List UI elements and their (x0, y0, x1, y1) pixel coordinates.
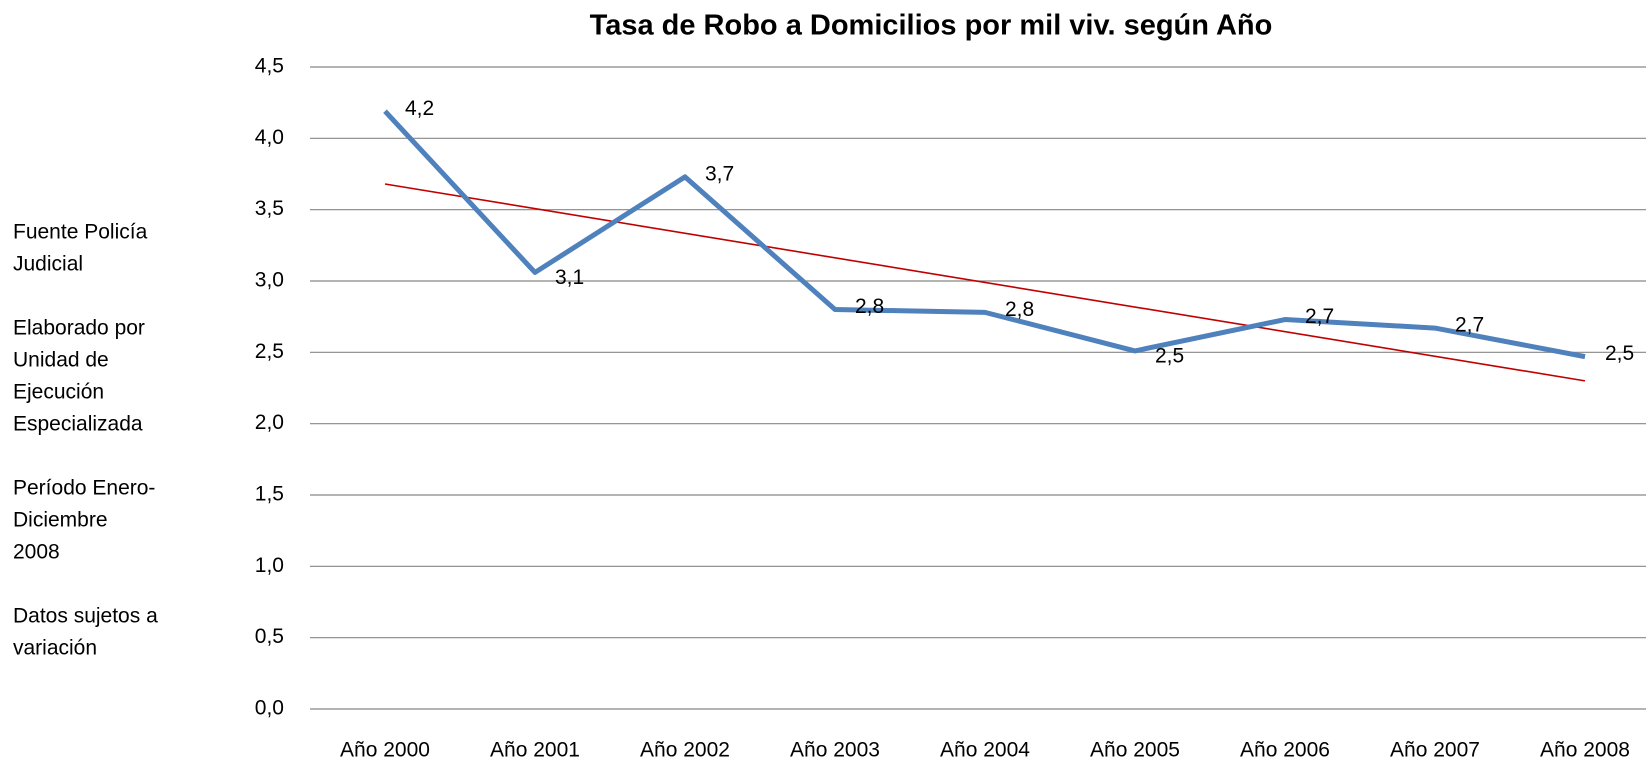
note-text: Período Enero- (13, 477, 155, 500)
note-text: Unidad de (13, 349, 109, 372)
data-label: 2,5 (1605, 342, 1634, 365)
data-label: 2,7 (1305, 305, 1334, 328)
data-label: 2,8 (855, 295, 884, 318)
y-tick-label: 2,0 (255, 411, 284, 434)
x-tick-label: Año 2007 (1390, 739, 1480, 762)
y-tick-label: 0,0 (255, 697, 284, 720)
note-text: Judicial (13, 253, 83, 276)
x-tick-label: Año 2004 (940, 739, 1030, 762)
data-label: 3,7 (705, 162, 734, 185)
data-label: 3,1 (555, 266, 584, 289)
note-text: Diciembre (13, 509, 108, 532)
x-tick-label: Año 2005 (1090, 739, 1180, 762)
y-tick-label: 2,5 (255, 340, 284, 363)
x-tick-label: Año 2001 (490, 739, 580, 762)
note-text: Datos sujetos a (13, 605, 158, 628)
note-text: variación (13, 637, 97, 660)
x-tick-label: Año 2002 (640, 739, 730, 762)
note-text: 2008 (13, 541, 60, 564)
y-tick-label: 4,0 (255, 126, 284, 149)
y-tick-label: 1,5 (255, 483, 284, 506)
trend-line (384, 183, 1586, 382)
x-tick-label: Año 2003 (790, 739, 880, 762)
y-tick-label: 1,0 (255, 554, 284, 577)
y-tick-label: 0,5 (255, 625, 284, 648)
data-line (383, 109, 1586, 360)
y-tick-label: 3,0 (255, 269, 284, 292)
x-tick-label: Año 2006 (1240, 739, 1330, 762)
note-text: Elaborado por (13, 317, 145, 340)
x-tick-label: Año 2008 (1540, 739, 1630, 762)
data-label: 4,2 (405, 97, 434, 120)
y-tick-label: 3,5 (255, 197, 284, 220)
data-label: 2,5 (1155, 344, 1184, 367)
note-text: Especializada (13, 413, 143, 436)
data-label: 2,8 (1005, 298, 1034, 321)
data-label: 2,7 (1455, 314, 1484, 337)
y-tick-label: 4,5 (255, 55, 284, 78)
x-tick-label: Año 2000 (340, 739, 430, 762)
chart-title: Tasa de Robo a Domicilios por mil viv. s… (590, 10, 1273, 42)
note-text: Fuente Policía (13, 221, 148, 244)
note-text: Ejecución (13, 381, 104, 404)
